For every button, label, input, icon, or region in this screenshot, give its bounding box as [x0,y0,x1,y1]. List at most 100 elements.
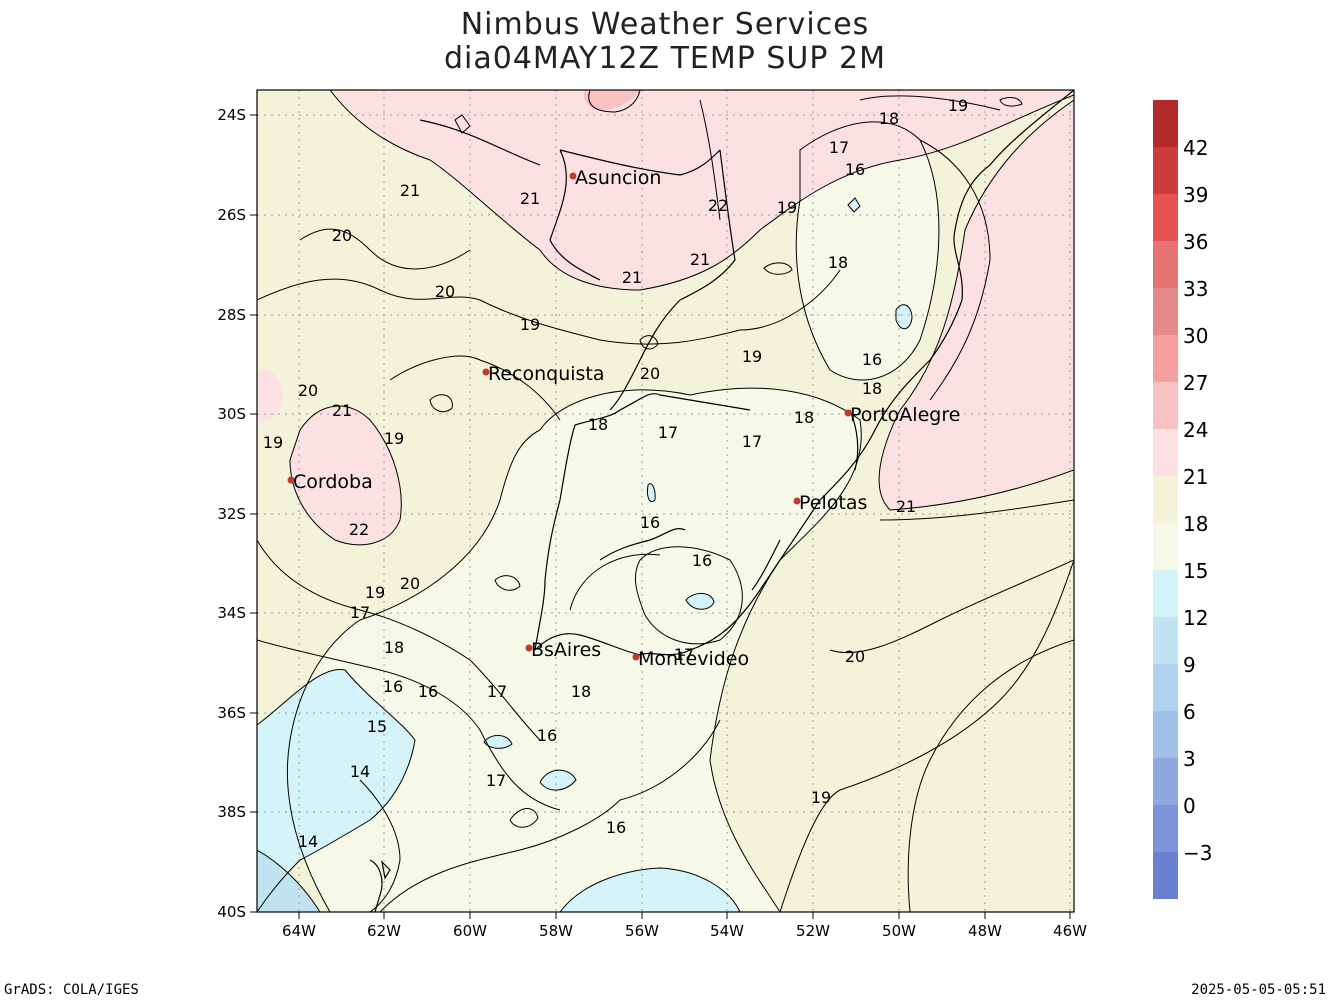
field-12-15-sw [257,669,415,912]
lon-tick-label: 54W [710,922,744,940]
contour-label: 22 [349,520,369,539]
lon-tick-label: 64W [282,922,316,940]
contour-label: 18 [828,253,848,272]
contour-labels: 21 21 20 20 21 22 21 19 17 18 19 16 18 1… [263,96,968,851]
colorbar-label: 21 [1183,465,1208,489]
colorbar-swatches [1153,100,1178,899]
colorbar-label: 24 [1183,418,1208,442]
colorbar-label: 42 [1183,136,1208,160]
title-line-1: Nimbus Weather Services [461,7,870,42]
contour-label: 17 [829,138,849,157]
field-12-15-patch4 [896,304,912,329]
city-label-cordoba: Cordoba [293,471,373,493]
contour-label: 14 [298,832,318,851]
colorbar-swatch [1153,476,1178,523]
colorbar-swatch [1153,805,1178,852]
field-21-24-west [257,369,283,422]
colorbar-label: 9 [1183,653,1196,677]
city-dot-bsaires [525,644,533,652]
contour-label: 22 [708,196,728,215]
city-dot-reconquista [482,368,490,376]
map-panel: 21 21 20 20 21 22 21 19 17 18 19 16 18 1… [256,89,1075,913]
footer-credit: GrADS: COLA/IGES [4,982,139,998]
title-line-2: dia04MAY12Z TEMP SUP 2M [444,41,886,76]
contour-label: 21 [400,181,420,200]
contour-label: 17 [350,603,370,622]
city-label-portoalegre: PortoAlegre [850,404,960,426]
contour-label: 15 [367,717,387,736]
contour-label: 17 [742,432,762,451]
contour-label: 17 [487,682,507,701]
colorbar-swatch [1153,241,1178,288]
footer-timestamp: 2025-05-05-05:51 [1191,982,1326,998]
colorbar-label: 15 [1183,559,1208,583]
lon-tick-label: 58W [539,922,573,940]
colorbar: 42 39 36 33 30 27 24 21 18 15 12 9 6 3 0… [1153,100,1212,899]
contour-label: 19 [365,583,385,602]
city-dot-portoalegre [844,409,852,417]
city-dot-montevideo [632,653,640,661]
contour-label: 18 [862,379,882,398]
field-12-15-patch2 [540,770,576,791]
field-21-24-ocean [879,100,1074,510]
lat-tick-label: 28S [217,306,246,324]
contour-label: 18 [571,682,591,701]
contour-label: 19 [811,788,831,807]
city-markers: Asuncion Reconquista Cordoba PortoAlegre… [287,167,960,670]
contour-label: 21 [896,497,916,516]
colorbar-swatch [1153,758,1178,805]
city-label-montevideo: Montevideo [638,648,749,670]
colorbar-label: 39 [1183,183,1208,207]
colorbar-swatch [1153,617,1178,664]
contour-label: 17 [674,645,694,664]
contour-label: 21 [520,189,540,208]
contour-label: 16 [383,677,403,696]
contour-label: 16 [845,160,865,179]
contour-label: 20 [332,226,352,245]
lat-tick-label: 30S [217,405,246,423]
contour-label: 16 [640,513,660,532]
lon-tick-label: 46W [1053,922,1087,940]
colorbar-label: 3 [1183,747,1196,771]
lat-tick-label: 36S [217,704,246,722]
colorbar-label: 18 [1183,512,1208,536]
contour-label: 20 [640,364,660,383]
map-frame [256,89,1075,913]
contour-lines [257,90,1074,912]
lon-tick-label: 56W [625,922,659,940]
contour-label: 18 [794,408,814,427]
grid-lines [257,90,1074,912]
contour-label: 18 [588,415,608,434]
colorbar-swatch [1153,382,1178,429]
colorbar-swatch [1153,664,1178,711]
coastline [369,90,1074,912]
lat-tick-label: 34S [217,604,246,622]
contour-label: 19 [777,198,797,217]
contour-label: 19 [742,347,762,366]
contour-label: 17 [486,771,506,790]
lat-tick-label: 40S [217,903,246,921]
lon-tick-label: 52W [796,922,830,940]
contour-label: 19 [263,433,283,452]
contour-label: 20 [845,647,865,666]
contour-label: 19 [948,96,968,115]
colorbar-swatch [1153,335,1178,382]
field-12-15-patch1 [686,593,714,610]
field-12-15-south [560,868,740,912]
city-label-asuncion: Asuncion [575,167,661,189]
contour-label: 16 [692,551,712,570]
colorbar-swatch [1153,194,1178,241]
contour-label: 17 [658,423,678,442]
city-dot-pelotas [793,497,801,505]
contour-label: 16 [418,682,438,701]
contour-label: 21 [622,268,642,287]
field-15-18 [287,388,862,912]
contour-label: 19 [384,429,404,448]
colorbar-label: 0 [1183,794,1196,818]
city-label-reconquista: Reconquista [488,363,605,385]
colorbar-label: 30 [1183,324,1208,348]
lat-tick-label: 26S [217,206,246,224]
colorbar-label: 27 [1183,371,1208,395]
field-21-24-north [330,90,1074,290]
